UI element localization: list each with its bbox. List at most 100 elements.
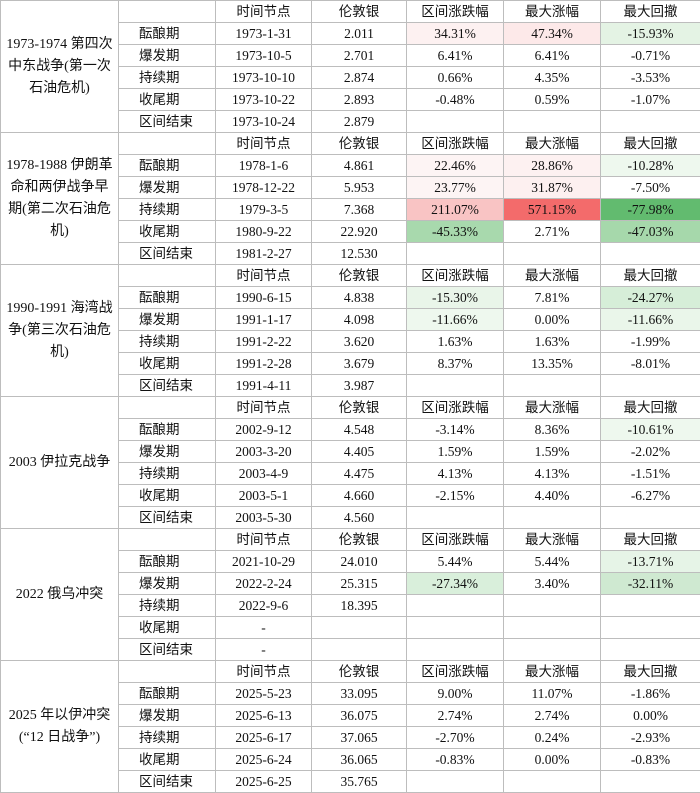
stage-cell: 收尾期 bbox=[119, 485, 216, 507]
max-drawdown-cell: -1.86% bbox=[601, 683, 700, 705]
column-header: 区间涨跌幅 bbox=[407, 1, 504, 23]
price-cell: 2.011 bbox=[312, 23, 407, 45]
header-blank-cell bbox=[119, 529, 216, 551]
change-cell: -0.83% bbox=[407, 749, 504, 771]
event-name: 1978-1988 伊朗革命和两伊战争早期(第二次石油危机) bbox=[1, 133, 119, 265]
price-cell: 4.405 bbox=[312, 441, 407, 463]
column-header: 时间节点 bbox=[216, 133, 312, 155]
price-cell: 24.010 bbox=[312, 551, 407, 573]
stage-cell: 爆发期 bbox=[119, 705, 216, 727]
column-header: 最大回撤 bbox=[601, 661, 700, 683]
change-cell: 211.07% bbox=[407, 199, 504, 221]
group-header-row: 2022 俄乌冲突时间节点伦敦银区间涨跌幅最大涨幅最大回撤 bbox=[1, 529, 700, 551]
change-cell: -15.30% bbox=[407, 287, 504, 309]
stage-cell: 区间结束 bbox=[119, 639, 216, 661]
date-cell: 2025-6-24 bbox=[216, 749, 312, 771]
stage-cell: 收尾期 bbox=[119, 749, 216, 771]
max-drawdown-cell: -77.98% bbox=[601, 199, 700, 221]
column-header: 最大回撤 bbox=[601, 265, 700, 287]
stage-cell: 收尾期 bbox=[119, 89, 216, 111]
stage-cell: 区间结束 bbox=[119, 111, 216, 133]
max-gain-cell: 1.63% bbox=[504, 331, 601, 353]
change-cell: 1.63% bbox=[407, 331, 504, 353]
max-gain-cell bbox=[504, 375, 601, 397]
max-gain-cell: 4.13% bbox=[504, 463, 601, 485]
price-cell: 3.679 bbox=[312, 353, 407, 375]
column-header: 最大涨幅 bbox=[504, 265, 601, 287]
date-cell: 2003-4-9 bbox=[216, 463, 312, 485]
column-header: 时间节点 bbox=[216, 397, 312, 419]
stage-cell: 酝酿期 bbox=[119, 155, 216, 177]
date-cell: 2022-2-24 bbox=[216, 573, 312, 595]
date-cell: 2025-6-17 bbox=[216, 727, 312, 749]
price-cell: 4.861 bbox=[312, 155, 407, 177]
max-drawdown-cell bbox=[601, 111, 700, 133]
max-gain-cell: 7.81% bbox=[504, 287, 601, 309]
change-cell bbox=[407, 771, 504, 793]
price-cell bbox=[312, 639, 407, 661]
stage-cell: 酝酿期 bbox=[119, 683, 216, 705]
max-drawdown-cell: -0.83% bbox=[601, 749, 700, 771]
column-header: 区间涨跌幅 bbox=[407, 529, 504, 551]
max-gain-cell: 4.35% bbox=[504, 67, 601, 89]
date-cell: - bbox=[216, 617, 312, 639]
stage-cell: 酝酿期 bbox=[119, 287, 216, 309]
price-cell: 3.620 bbox=[312, 331, 407, 353]
column-header: 区间涨跌幅 bbox=[407, 661, 504, 683]
group-header-row: 1990-1991 海湾战争(第三次石油危机)时间节点伦敦银区间涨跌幅最大涨幅最… bbox=[1, 265, 700, 287]
stage-cell: 区间结束 bbox=[119, 771, 216, 793]
date-cell: 1973-10-24 bbox=[216, 111, 312, 133]
max-drawdown-cell: 0.00% bbox=[601, 705, 700, 727]
date-cell: 2002-9-12 bbox=[216, 419, 312, 441]
event-name: 2022 俄乌冲突 bbox=[1, 529, 119, 661]
change-cell bbox=[407, 617, 504, 639]
max-drawdown-cell: -1.07% bbox=[601, 89, 700, 111]
stage-cell: 区间结束 bbox=[119, 507, 216, 529]
max-gain-cell: 13.35% bbox=[504, 353, 601, 375]
change-cell: -2.70% bbox=[407, 727, 504, 749]
max-gain-cell: 3.40% bbox=[504, 573, 601, 595]
max-drawdown-cell: -32.11% bbox=[601, 573, 700, 595]
stage-cell: 持续期 bbox=[119, 331, 216, 353]
header-blank-cell bbox=[119, 133, 216, 155]
date-cell: 2021-10-29 bbox=[216, 551, 312, 573]
column-header: 伦敦银 bbox=[312, 133, 407, 155]
column-header: 最大回撤 bbox=[601, 133, 700, 155]
max-gain-cell: 571.15% bbox=[504, 199, 601, 221]
price-cell: 25.315 bbox=[312, 573, 407, 595]
max-gain-cell bbox=[504, 507, 601, 529]
date-cell: 1991-4-11 bbox=[216, 375, 312, 397]
max-drawdown-cell: -8.01% bbox=[601, 353, 700, 375]
stage-cell: 收尾期 bbox=[119, 353, 216, 375]
price-cell: 4.660 bbox=[312, 485, 407, 507]
max-gain-cell: 1.59% bbox=[504, 441, 601, 463]
stage-cell: 持续期 bbox=[119, 463, 216, 485]
max-drawdown-cell: -7.50% bbox=[601, 177, 700, 199]
change-cell: -2.15% bbox=[407, 485, 504, 507]
max-gain-cell: 28.86% bbox=[504, 155, 601, 177]
change-cell bbox=[407, 639, 504, 661]
change-cell bbox=[407, 243, 504, 265]
stage-cell: 酝酿期 bbox=[119, 419, 216, 441]
stage-cell: 持续期 bbox=[119, 67, 216, 89]
date-cell: 1979-3-5 bbox=[216, 199, 312, 221]
stage-cell: 爆发期 bbox=[119, 309, 216, 331]
change-cell bbox=[407, 111, 504, 133]
change-cell: 34.31% bbox=[407, 23, 504, 45]
price-cell bbox=[312, 617, 407, 639]
date-cell: - bbox=[216, 639, 312, 661]
column-header: 最大回撤 bbox=[601, 397, 700, 419]
max-gain-cell bbox=[504, 595, 601, 617]
stage-cell: 爆发期 bbox=[119, 177, 216, 199]
date-cell: 2025-5-23 bbox=[216, 683, 312, 705]
max-gain-cell: 31.87% bbox=[504, 177, 601, 199]
date-cell: 2003-3-20 bbox=[216, 441, 312, 463]
stage-cell: 区间结束 bbox=[119, 243, 216, 265]
change-cell: -11.66% bbox=[407, 309, 504, 331]
stage-cell: 收尾期 bbox=[119, 617, 216, 639]
change-cell: -27.34% bbox=[407, 573, 504, 595]
date-cell: 1973-10-10 bbox=[216, 67, 312, 89]
max-gain-cell: 8.36% bbox=[504, 419, 601, 441]
price-cell: 33.095 bbox=[312, 683, 407, 705]
header-blank-cell bbox=[119, 1, 216, 23]
